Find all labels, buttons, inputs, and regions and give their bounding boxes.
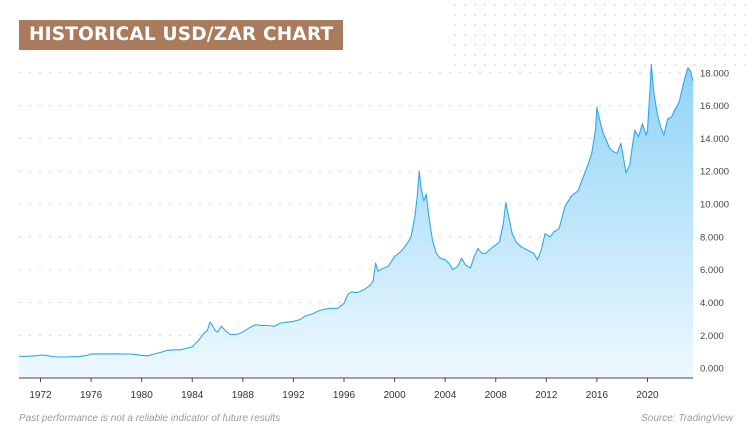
x-tick-label: 2012 (535, 390, 558, 401)
x-axis (19, 377, 693, 382)
y-tick-labels: 0.000 2.000 4.000 6.000 8.000 10.000 12.000 14.… (700, 68, 729, 374)
x-tick-label: 1992 (282, 390, 305, 401)
x-tick-label: 2000 (383, 390, 406, 401)
x-tick-label: 2004 (434, 390, 457, 401)
x-tick-label: 2016 (586, 390, 609, 401)
y-tick-label: 8.000 (700, 232, 724, 243)
y-tick-label: 18.000 (700, 68, 729, 79)
x-tick-label: 2020 (636, 390, 659, 401)
y-tick-label: 16.000 (700, 101, 729, 112)
disclaimer-text: Past performance is not a reliable indic… (19, 413, 281, 424)
x-tick-label: 1976 (80, 390, 103, 401)
y-tick-label: 12.000 (700, 167, 729, 178)
series-area (19, 64, 693, 378)
area-fill-layer (19, 64, 694, 378)
y-tick-label: 4.000 (700, 298, 724, 309)
y-tick-label: 2.000 (700, 331, 724, 342)
y-tick-label: 10.000 (700, 200, 729, 211)
dot-pattern-background (450, 0, 750, 70)
series-line (19, 64, 694, 358)
x-tick-label: 1984 (181, 390, 204, 401)
y-tick-label: 0.000 (700, 364, 724, 375)
x-tick-labels: 1972 1976 1980 1984 1988 1992 1996 2000 2004 2008… (29, 390, 659, 401)
x-tick-label: 1988 (232, 390, 255, 401)
source-text: Source: TradingView (641, 413, 733, 424)
x-tick-label: 1972 (29, 390, 52, 401)
x-tick-label: 1980 (131, 390, 154, 401)
y-tick-label: 6.000 (700, 265, 724, 276)
chart-title: HISTORICAL USD/ZAR CHART (19, 20, 344, 50)
x-tick-label: 1996 (333, 390, 356, 401)
y-tick-label: 14.000 (700, 134, 729, 145)
x-tick-label: 2008 (485, 390, 508, 401)
